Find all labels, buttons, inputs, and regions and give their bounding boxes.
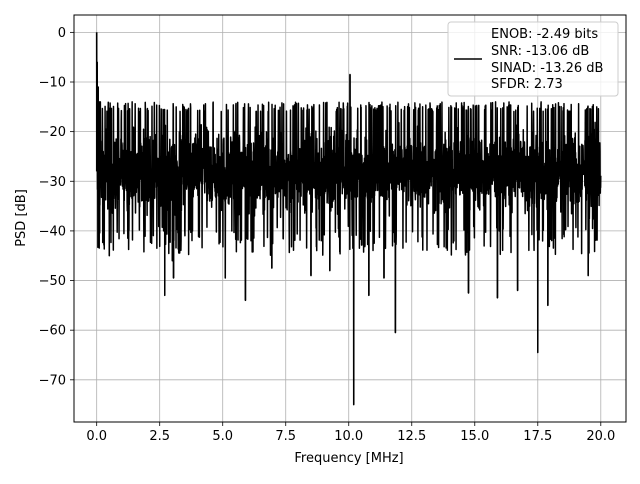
legend-line-sfdr: SFDR: 2.73 <box>491 77 563 92</box>
x-tick-label: 0.0 <box>86 429 107 444</box>
x-tick-label: 5.0 <box>212 429 233 444</box>
x-axis-ticks: 0.0 2.5 5.0 7.5 10.0 12.5 15.0 17.5 20.0 <box>86 422 615 444</box>
x-tick-label: 20.0 <box>586 429 615 444</box>
y-tick-label: −10 <box>39 76 66 91</box>
x-tick-label: 17.5 <box>523 429 552 444</box>
x-tick-label: 12.5 <box>397 429 426 444</box>
y-tick-label: −50 <box>39 274 66 289</box>
y-axis-label: PSD [dB] <box>14 189 29 247</box>
legend-box <box>447 21 619 97</box>
plot-frame <box>73 14 627 423</box>
series-layer <box>95 32 602 406</box>
psd-series-line <box>95 32 602 406</box>
x-tick-label: 10.0 <box>334 429 363 444</box>
legend: ENOB: -2.49 bits SNR: -13.06 dB SINAD: -… <box>447 21 619 97</box>
y-tick-label: 0 <box>58 26 66 41</box>
x-tick-label: 15.0 <box>460 429 489 444</box>
legend-line-enob: ENOB: -2.49 bits <box>491 27 598 42</box>
legend-line-snr: SNR: -13.06 dB <box>491 44 589 59</box>
y-tick-label: −70 <box>39 373 66 388</box>
y-tick-label: −30 <box>39 175 66 190</box>
x-tick-label: 2.5 <box>149 429 170 444</box>
legend-line-sinad: SINAD: -13.26 dB <box>491 61 603 76</box>
y-tick-label: −40 <box>39 224 66 239</box>
x-tick-label: 7.5 <box>275 429 296 444</box>
y-tick-label: −20 <box>39 125 66 140</box>
y-axis-ticks: 0 −10 −20 −30 −40 −50 −60 −70 <box>39 26 74 388</box>
x-axis-label: Frequency [MHz] <box>294 451 403 466</box>
y-tick-label: −60 <box>39 324 66 339</box>
